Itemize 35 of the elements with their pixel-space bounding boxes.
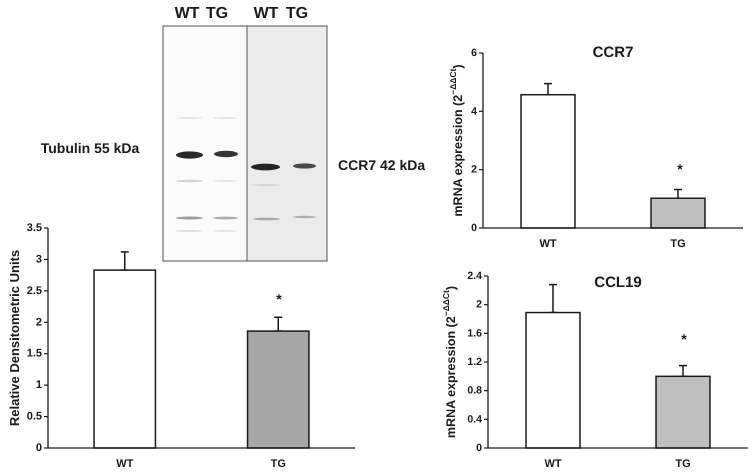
- y-axis-title: Relative Densitometric Units: [6, 250, 22, 426]
- chart-title: CCR7: [592, 44, 634, 61]
- y-tick-label: 2.4: [467, 270, 482, 282]
- y-tick-label: 1: [36, 379, 42, 392]
- text: Tubulin 55 kDa: [40, 140, 140, 156]
- text: TG: [206, 5, 228, 22]
- y-tick-label: 0.8: [467, 384, 482, 397]
- y-tick-label: 0: [36, 442, 42, 454]
- x-tick-label: WT: [116, 458, 134, 470]
- y-tick-label: 0.4: [467, 413, 482, 426]
- y-tick-label: 3: [36, 253, 42, 266]
- text: WT: [174, 5, 200, 22]
- x-tick-label: TG: [675, 458, 691, 470]
- text: TG: [286, 5, 308, 22]
- text: CCR7 42 kDa: [338, 157, 426, 173]
- annotation: *: [681, 331, 688, 347]
- y-tick-label: 2: [471, 164, 478, 176]
- chart-title: CCL19: [594, 274, 642, 291]
- y-tick-label: 1.6: [467, 327, 482, 340]
- annotation: *: [677, 161, 684, 177]
- y-tick-label: 0.5: [26, 410, 42, 423]
- y-tick-label: 4: [471, 105, 478, 118]
- y-tick-label: 0: [476, 442, 482, 454]
- y-tick-label: 1.5: [26, 348, 42, 360]
- y-tick-label: 2.5: [26, 284, 42, 297]
- y-tick-label: 6: [471, 47, 478, 59]
- text: WT: [254, 5, 279, 22]
- x-tick-label: TG: [270, 458, 286, 470]
- annotation: *: [276, 291, 282, 307]
- y-tick-label: 1.2: [467, 356, 482, 368]
- y-tick-label: 2: [36, 316, 42, 328]
- y-tick-label: 3.5: [26, 222, 42, 234]
- y-tick-label: 0: [471, 222, 478, 234]
- y-tick-label: 2: [476, 298, 482, 311]
- x-tick-label: WT: [544, 458, 562, 470]
